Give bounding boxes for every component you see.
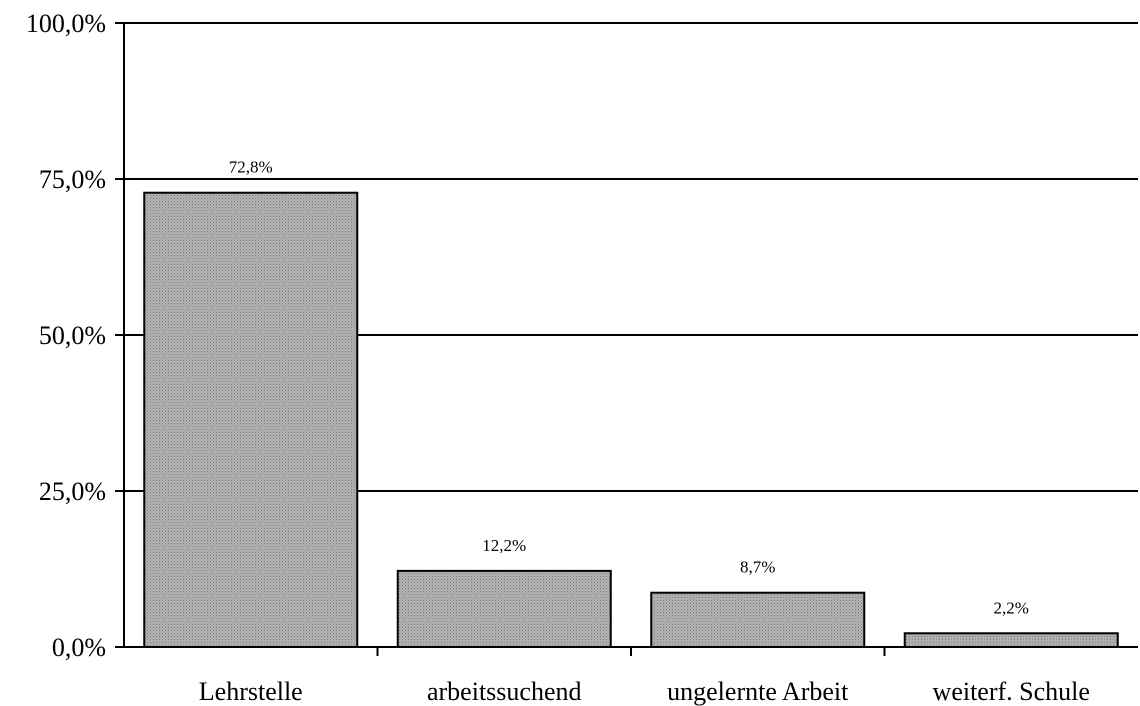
axes bbox=[115, 22, 1138, 656]
bar-data-label: 2,2% bbox=[994, 598, 1029, 617]
bar-data-label: 12,2% bbox=[482, 536, 526, 555]
bar-arbeitssuchend bbox=[396, 569, 612, 649]
y-tick-label: 75,0% bbox=[39, 165, 106, 194]
bar-data-label: 72,8% bbox=[229, 158, 273, 177]
bar-weiterf-schule bbox=[903, 632, 1119, 648]
y-tick-label: 25,0% bbox=[39, 477, 106, 506]
labels: 0,0% 25,0% 50,0% 75,0% 100,0% Lehrstelle 72,8%… bbox=[26, 9, 1090, 706]
bar-ungelernte-arbeit bbox=[650, 591, 866, 648]
x-category-label: arbeitssuchend bbox=[427, 677, 582, 706]
x-category-label: Lehrstelle bbox=[199, 677, 303, 706]
x-category-label: ungelernte Arbeit bbox=[667, 677, 849, 706]
y-tick-label: 100,0% bbox=[26, 9, 106, 38]
bars bbox=[143, 191, 1119, 649]
y-tick-label: 0,0% bbox=[52, 633, 106, 662]
x-category-label: weiterf. Schule bbox=[933, 677, 1090, 706]
bar-lehrstelle bbox=[143, 191, 359, 648]
y-tick-label: 50,0% bbox=[39, 321, 106, 350]
bar-data-label: 8,7% bbox=[740, 558, 775, 577]
